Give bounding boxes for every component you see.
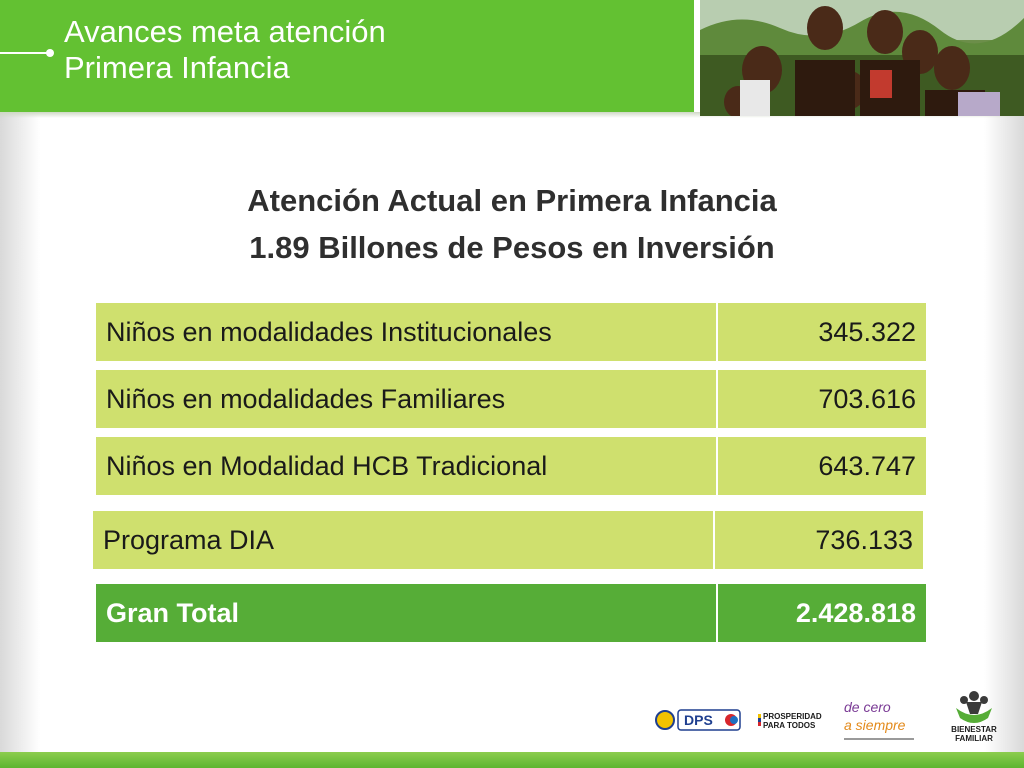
row-label: Programa DIA [93,511,715,569]
table-row: Niños en Modalidad HCB Tradicional 643.7… [96,437,926,495]
bottom-band [0,752,1024,768]
dps-logo-text: DPS [684,712,713,728]
subtitle-line1: Atención Actual en Primera Infancia [247,183,777,218]
dps-logo: DPS [654,688,744,748]
left-shading [0,112,40,752]
table-row: Programa DIA 736.133 [93,511,923,569]
header-band [0,0,694,112]
children-photo [700,0,1024,116]
row-label: Niños en Modalidad HCB Tradicional [96,437,718,495]
prosperidad-line1: PROSPERIDAD [763,712,822,721]
header-accent-dot [46,49,54,57]
row-value: 643.747 [818,450,916,481]
total-value: 2.428.818 [795,597,916,628]
bienestar-line2: FAMILIAR [955,734,993,743]
de-cero-a-siempre-logo: de cero a siempre [838,688,928,748]
total-row: Gran Total 2.428.818 [96,584,926,642]
table-row: Niños en modalidades Familiares 703.616 [96,370,926,428]
slide-title-line1: Avances meta atención [64,14,386,49]
row-value: 345.322 [818,316,916,347]
prosperidad-logo: PROSPERIDAD PARA TODOS [756,688,826,748]
slide-title-line2: Primera Infancia [64,50,290,85]
row-label: Niños en modalidades Familiares [96,370,718,428]
total-label: Gran Total [96,584,718,642]
bienestar-familiar-logo: BIENESTAR FAMILIAR [944,688,1004,748]
bienestar-line1: BIENESTAR [951,725,997,734]
table-row: Niños en modalidades Institucionales 345… [96,303,926,361]
row-label: Niños en modalidades Institucionales [96,303,718,361]
header-accent-line [0,52,50,54]
slide-title: Avances meta atención Primera Infancia [64,14,386,86]
subtitle-line2: 1.89 Billones de Pesos en Inversión [249,230,775,265]
decero-line2: a siempre [844,717,906,733]
decero-line1: de cero [844,699,891,715]
prosperidad-line2: PARA TODOS [763,721,816,730]
right-shading [984,112,1024,752]
header-underline [0,112,1024,118]
row-value: 703.616 [818,383,916,414]
row-value: 736.133 [815,524,913,555]
